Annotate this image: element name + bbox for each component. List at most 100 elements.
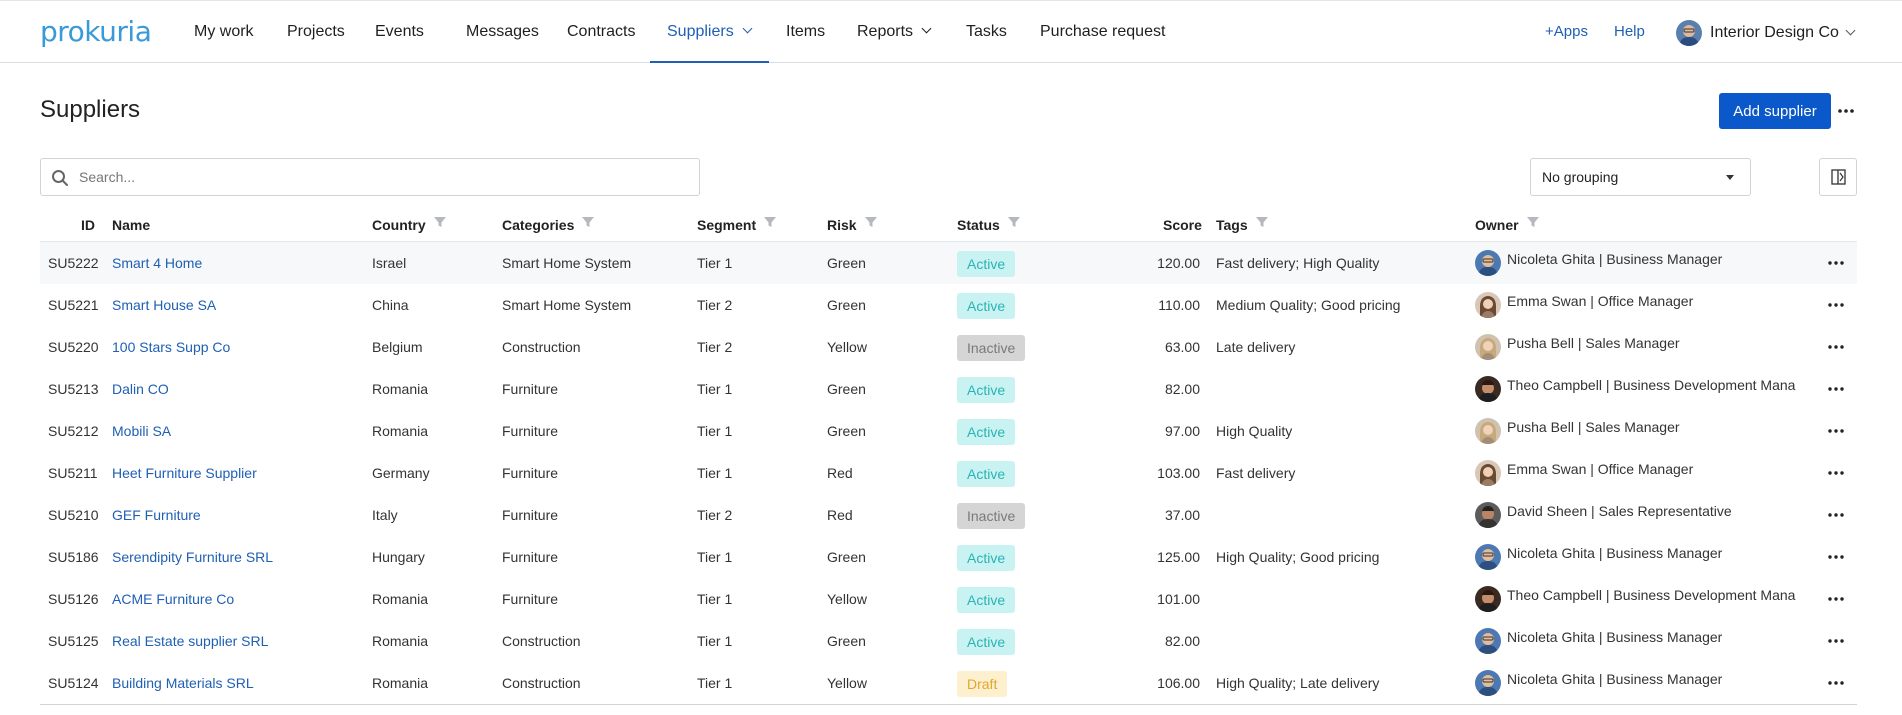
filter-icon[interactable] — [1007, 211, 1021, 237]
chevron-down-icon — [742, 23, 753, 34]
cell-segment: Tier 1 — [697, 381, 733, 397]
filter-icon[interactable] — [763, 211, 777, 237]
column-header-id[interactable]: ID — [81, 217, 95, 233]
supplier-name-link[interactable]: Mobili SA — [112, 423, 172, 439]
cell-tags — [1216, 494, 1466, 536]
cell-categories: Furniture — [502, 549, 559, 565]
table-row[interactable]: SU5222 Smart 4 Home Israel Smart Home Sy… — [40, 242, 1857, 284]
cell-owner: Emma Swan | Office Manager — [1475, 284, 1825, 326]
help-link[interactable]: Help — [1614, 23, 1645, 40]
add-supplier-button[interactable]: Add supplier — [1719, 93, 1831, 129]
status-badge: Active — [957, 461, 1016, 488]
cell-segment: Tier 1 — [697, 255, 733, 271]
company-switcher[interactable]: Interior Design Co — [1676, 19, 1856, 47]
table-row[interactable]: SU5212 Mobili SA Romania Furniture Tier … — [40, 410, 1857, 452]
row-more-icon[interactable] — [1825, 631, 1847, 651]
cell-country: China — [372, 297, 409, 313]
column-header-status[interactable]: Status — [957, 212, 1021, 242]
supplier-name-link[interactable]: ACME Furniture Co — [112, 591, 235, 607]
nav-item-events[interactable]: Events — [375, 23, 424, 40]
nav-item-contracts[interactable]: Contracts — [567, 23, 636, 40]
row-more-icon[interactable] — [1825, 589, 1847, 609]
row-more-icon[interactable] — [1825, 379, 1847, 399]
filter-icon[interactable] — [433, 211, 447, 237]
nav-item-tasks[interactable]: Tasks — [966, 23, 1007, 40]
cell-id: SU5211 — [48, 465, 98, 481]
cell-tags: High Quality; Good pricing — [1216, 549, 1380, 565]
cell-owner: Pusha Bell | Sales Manager — [1475, 326, 1825, 368]
table-row[interactable]: SU5211 Heet Furniture Supplier Germany F… — [40, 452, 1857, 494]
row-more-icon[interactable] — [1825, 253, 1847, 273]
owner-name: Pusha Bell | Sales Manager — [1507, 419, 1680, 435]
row-more-icon[interactable] — [1825, 505, 1847, 525]
cell-tags — [1216, 578, 1466, 620]
table-row[interactable]: SU5126 ACME Furniture Co Romania Furnitu… — [40, 578, 1857, 620]
nav-item-purchase-request[interactable]: Purchase request — [1040, 23, 1166, 40]
column-header-risk[interactable]: Risk — [827, 212, 878, 242]
column-header-tags[interactable]: Tags — [1216, 212, 1269, 242]
row-more-icon[interactable] — [1825, 463, 1847, 483]
cell-owner: Nicoleta Ghita | Business Manager — [1475, 242, 1825, 284]
supplier-name-link[interactable]: Heet Furniture Supplier — [112, 465, 257, 481]
filter-icon[interactable] — [1526, 211, 1540, 237]
column-header-country-label: Country — [372, 217, 426, 233]
supplier-name-link[interactable]: Dalin CO — [112, 381, 169, 397]
supplier-name-link[interactable]: GEF Furniture — [112, 507, 201, 523]
nav-item-reports[interactable]: Reports — [857, 1, 932, 63]
supplier-name-link[interactable]: Building Materials SRL — [112, 675, 254, 691]
column-header-segment-label: Segment — [697, 217, 757, 233]
nav-item-messages[interactable]: Messages — [466, 23, 539, 40]
supplier-name-link[interactable]: Smart House SA — [112, 297, 217, 313]
cell-tags: Fast delivery — [1216, 465, 1296, 481]
nav-item-projects[interactable]: Projects — [287, 23, 345, 40]
owner-name: David Sheen | Sales Representative — [1507, 503, 1732, 519]
chevron-down-icon — [921, 23, 932, 34]
cell-owner: Nicoleta Ghita | Business Manager — [1475, 620, 1825, 662]
owner-avatar — [1475, 460, 1501, 486]
table-row[interactable]: SU5221 Smart House SA China Smart Home S… — [40, 284, 1857, 326]
nav-item-reports-label: Reports — [857, 23, 914, 40]
row-more-icon[interactable] — [1825, 337, 1847, 357]
supplier-name-link[interactable]: Smart 4 Home — [112, 255, 203, 271]
table-row[interactable]: SU5125 Real Estate supplier SRL Romania … — [40, 620, 1857, 662]
nav-item-my-work[interactable]: My work — [194, 23, 254, 40]
apps-link[interactable]: +Apps — [1545, 23, 1588, 40]
cell-risk: Red — [827, 507, 853, 523]
row-more-icon[interactable] — [1825, 421, 1847, 441]
nav-item-suppliers[interactable]: Suppliers — [650, 1, 769, 63]
supplier-name-link[interactable]: Real Estate supplier SRL — [112, 633, 269, 649]
cell-risk: Green — [827, 381, 866, 397]
table-row[interactable]: SU5213 Dalin CO Romania Furniture Tier 1… — [40, 368, 1857, 410]
supplier-name-link[interactable]: 100 Stars Supp Co — [112, 339, 231, 355]
nav-item-items[interactable]: Items — [786, 23, 826, 40]
column-header-segment[interactable]: Segment — [697, 212, 777, 242]
more-options-icon[interactable] — [1835, 100, 1857, 122]
column-header-name[interactable]: Name — [112, 217, 151, 233]
table-row[interactable]: SU5220 100 Stars Supp Co Belgium Constru… — [40, 326, 1857, 368]
supplier-name-link[interactable]: Serendipity Furniture SRL — [112, 549, 274, 565]
filter-icon[interactable] — [581, 211, 595, 237]
table-row[interactable]: SU5124 Building Materials SRL Romania Co… — [40, 662, 1857, 704]
prokuria-logo[interactable]: prokuria — [40, 15, 158, 49]
cell-categories: Furniture — [502, 381, 559, 397]
row-more-icon[interactable] — [1825, 295, 1847, 315]
search-input[interactable] — [79, 159, 679, 195]
filter-icon[interactable] — [1255, 211, 1269, 237]
owner-avatar — [1475, 544, 1501, 570]
table-row[interactable]: SU5210 GEF Furniture Italy Furniture Tie… — [40, 494, 1857, 536]
cell-owner: David Sheen | Sales Representative — [1475, 494, 1825, 536]
cell-country: Romania — [372, 381, 429, 397]
column-header-owner[interactable]: Owner — [1475, 212, 1540, 242]
row-more-icon[interactable] — [1825, 673, 1847, 693]
column-header-categories[interactable]: Categories — [502, 212, 595, 242]
row-more-icon[interactable] — [1825, 547, 1847, 567]
filter-icon[interactable] — [864, 211, 878, 237]
table-row[interactable]: SU5186 Serendipity Furniture SRL Hungary… — [40, 536, 1857, 578]
cell-status: Active — [957, 578, 1016, 620]
table-header: ID Name Country Categories Segment Risk … — [40, 212, 1857, 242]
cell-risk: Green — [827, 255, 866, 271]
column-header-country[interactable]: Country — [372, 212, 447, 242]
column-header-score[interactable]: Score — [1163, 217, 1202, 233]
grouping-select[interactable]: No grouping — [1530, 158, 1751, 196]
column-settings-button[interactable] — [1819, 158, 1857, 196]
